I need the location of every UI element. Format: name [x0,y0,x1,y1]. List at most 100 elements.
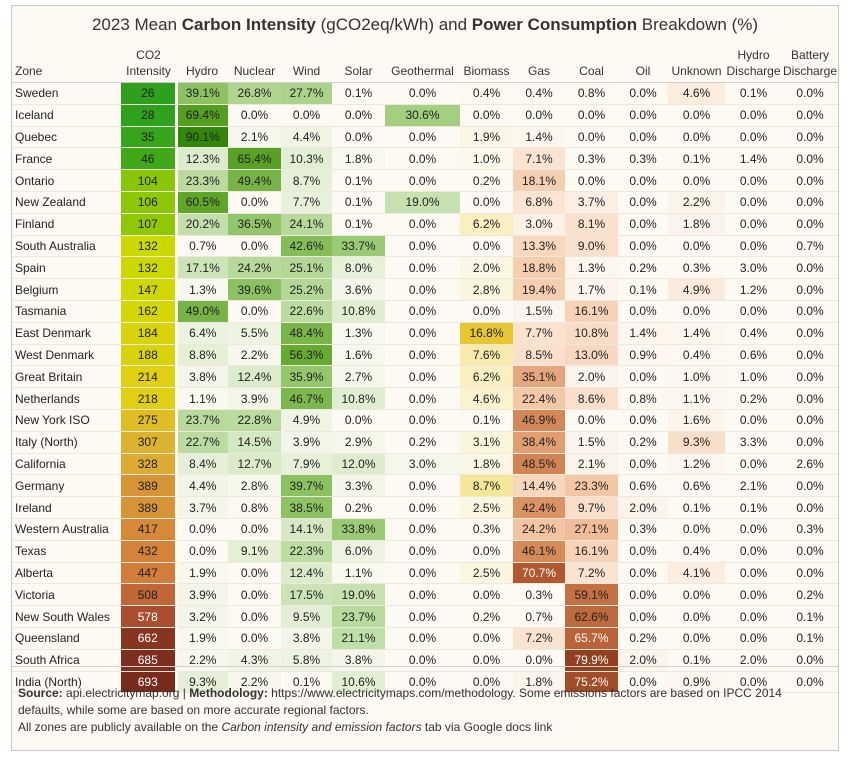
value-cell-gas: 7.1% [513,147,565,171]
value-cell-wind: 27.7% [281,82,332,105]
value-cell-solar: 12.0% [332,453,385,476]
value-cell-biomass: 0.0% [460,671,513,694]
value-cell-geothermal: 0.0% [385,627,460,650]
value-cell-unknown: 1.6% [668,409,725,432]
co2-intensity-cell: 307 [121,431,178,454]
value-cell-wind: 8.7% [281,169,332,192]
table-row: Ontario 104 23.3% 49.4% 8.7% 0.1% 0.0% 0.2% 18.1… [12,169,838,192]
value-cell-hydro: 69.4% [176,104,228,127]
zone-cell: India (North) [12,671,121,694]
co2-intensity-cell: 508 [121,583,178,607]
value-cell-battery-discharge: 2.6% [782,453,838,476]
value-cell-hydro: 90.1% [176,126,228,149]
title-middle: (gCO2eq/kWh) and [315,15,472,34]
value-cell-geothermal: 0.0% [385,300,460,323]
table-row: New South Wales 578 3.2% 0.0% 9.5% 23.7% 0.0% 0… [12,605,838,628]
table-row: Iceland 28 69.4% 0.0% 0.0% 0.0% 30.6% 0.0% 0.0% 0… [12,104,838,127]
value-cell-biomass: 2.5% [460,562,513,585]
value-cell-gas: 0.7% [513,605,565,628]
value-cell-coal: 0.8% [565,82,618,105]
value-cell-geothermal: 0.0% [385,256,460,280]
value-cell-hydro-discharge: 0.0% [725,213,782,236]
value-cell-coal: 1.3% [565,256,618,280]
value-cell-oil: 0.0% [618,191,668,214]
table-row: Queensland 662 1.9% 0.0% 3.8% 21.1% 0.0% 0.0% 7.… [12,627,838,650]
value-cell-wind: 25.1% [281,256,332,280]
value-cell-wind: 0.0% [281,104,332,127]
value-cell-gas: 1.4% [513,126,565,149]
value-cell-oil: 0.0% [618,409,668,432]
value-cell-oil: 0.0% [618,213,668,236]
value-cell-coal: 65.7% [565,627,618,650]
value-cell-unknown: 1.4% [668,322,725,345]
value-cell-nuclear: 0.0% [228,191,281,214]
co2-intensity-cell: 432 [121,540,178,563]
table-body: Sweden 26 39.1% 26.8% 27.7% 0.1% 0.0% 0.4% 0.4% 0… [12,82,838,694]
value-cell-oil: 0.2% [618,627,668,650]
value-cell-battery-discharge: 0.0% [782,169,838,192]
value-cell-nuclear: 9.1% [228,540,281,563]
value-cell-hydro-discharge: 2.0% [725,649,782,672]
zone-cell: Italy (North) [12,431,121,454]
zone-cell: Belgium [12,278,121,301]
value-cell-wind: 9.5% [281,605,332,628]
value-cell-unknown: 1.2% [668,453,725,476]
value-cell-unknown: 0.0% [668,104,725,127]
value-cell-biomass: 2.8% [460,278,513,301]
value-cell-gas: 0.0% [513,104,565,127]
value-cell-unknown: 9.3% [668,431,725,454]
value-cell-biomass: 0.0% [460,191,513,214]
co2-intensity-cell: 188 [121,344,178,367]
value-cell-hydro-discharge: 0.0% [725,104,782,127]
value-cell-gas: 1.8% [513,671,565,694]
value-cell-nuclear: 0.8% [228,496,281,519]
value-cell-hydro-discharge: 0.1% [725,496,782,519]
value-cell-gas: 14.4% [513,474,565,498]
footer-line2-italic: Carbon intensity and emission factors [221,720,422,734]
value-cell-battery-discharge: 0.1% [782,627,838,650]
value-cell-solar: 33.7% [332,235,385,258]
co2-intensity-cell: 132 [121,235,178,258]
value-cell-battery-discharge: 0.0% [782,213,838,236]
co2-intensity-cell: 28 [121,104,178,127]
column-header-biomass: Biomass [460,42,513,83]
value-cell-solar: 3.3% [332,474,385,498]
value-cell-nuclear: 14.5% [228,431,281,454]
value-cell-coal: 16.1% [565,300,618,323]
table-row: East Denmark 184 6.4% 5.5% 48.4% 1.3% 0.0% 16.8… [12,322,838,345]
value-cell-solar: 2.7% [332,365,385,389]
co2-intensity-cell: 26 [121,82,178,105]
value-cell-biomass: 1.8% [460,453,513,476]
value-cell-oil: 0.0% [618,671,668,694]
value-cell-gas: 3.0% [513,213,565,236]
value-cell-biomass: 3.1% [460,431,513,454]
value-cell-nuclear: 12.4% [228,365,281,389]
value-cell-geothermal: 0.0% [385,213,460,236]
value-cell-wind: 12.4% [281,562,332,585]
column-header-co2-intensity: CO2 Intensity [121,42,176,83]
value-cell-unknown: 0.6% [668,474,725,498]
value-cell-biomass: 4.6% [460,387,513,410]
value-cell-wind: 5.8% [281,649,332,672]
value-cell-unknown: 4.1% [668,562,725,585]
value-cell-wind: 10.3% [281,147,332,171]
value-cell-wind: 42.6% [281,235,332,258]
value-cell-unknown: 0.0% [668,126,725,149]
value-cell-geothermal: 0.0% [385,583,460,607]
value-cell-battery-discharge: 0.0% [782,191,838,214]
co2-intensity-cell: 214 [121,365,178,389]
zone-cell: Texas [12,540,121,563]
value-cell-battery-discharge: 0.3% [782,518,838,541]
value-cell-hydro: 1.3% [176,278,228,301]
value-cell-solar: 10.6% [332,671,385,694]
value-cell-nuclear: 0.0% [228,300,281,323]
value-cell-gas: 13.3% [513,235,565,258]
value-cell-battery-discharge: 0.0% [782,344,838,367]
value-cell-battery-discharge: 0.0% [782,82,838,105]
value-cell-coal: 0.0% [565,104,618,127]
value-cell-battery-discharge: 0.0% [782,496,838,519]
zone-cell: Spain [12,256,121,280]
value-cell-oil: 0.0% [618,126,668,149]
column-header-hydro: Hydro [176,42,228,83]
value-cell-solar: 0.0% [332,409,385,432]
